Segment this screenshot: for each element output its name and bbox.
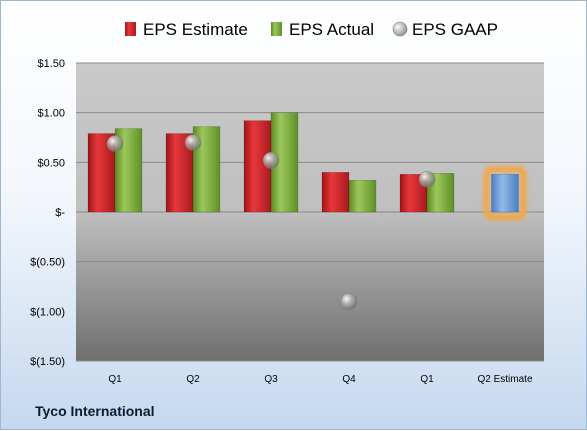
y-tick-label: $0.50 xyxy=(37,157,65,169)
y-tick-label: $- xyxy=(55,207,65,219)
eps-gaap-marker xyxy=(184,134,202,151)
x-tick-label: Q2 xyxy=(186,374,200,385)
x-tick-label: Q1 xyxy=(108,374,122,385)
legend-label: EPS Estimate xyxy=(143,20,248,39)
q2-estimate-bar xyxy=(491,174,519,213)
y-tick-label: $1.00 xyxy=(37,108,65,120)
y-tick-label: $1.50 xyxy=(37,58,65,70)
y-tick-label: $(1.50) xyxy=(30,356,65,368)
legend: EPS Estimate EPS Actual EPS GAAP xyxy=(125,20,498,39)
legend-swatch xyxy=(271,22,282,36)
eps-gaap-marker xyxy=(418,170,436,188)
eps-actual-bar xyxy=(348,179,377,213)
legend-label: EPS GAAP xyxy=(412,20,498,39)
gaap-markers xyxy=(106,134,436,310)
eps-gaap-marker xyxy=(106,135,124,152)
y-axis-labels: $1.50 $1.00 $0.50 $- $(0.50) $(1.00) $(1.50) xyxy=(30,58,65,368)
x-tick-label: Q4 xyxy=(342,374,356,385)
highlight-glow xyxy=(483,166,527,220)
eps-gaap-marker xyxy=(262,152,280,169)
eps-gaap-marker xyxy=(340,293,358,310)
x-tick-label: Q3 xyxy=(264,374,278,385)
x-axis-labels: Q1 Q2 Q3 Q4 Q1 Q2 Estimate xyxy=(108,374,533,385)
gridlines xyxy=(76,62,544,362)
company-name: Tyco International xyxy=(35,403,155,419)
y-tick-label: $(1.00) xyxy=(30,306,65,318)
legend-swatch xyxy=(392,21,408,37)
x-tick-label: Q2 Estimate xyxy=(477,374,532,385)
legend-swatch xyxy=(125,22,136,36)
eps-estimate-bar xyxy=(321,172,350,213)
x-tick-label: Q1 xyxy=(420,374,434,385)
legend-label: EPS Actual xyxy=(289,20,374,39)
y-tick-label: $(0.50) xyxy=(30,257,65,269)
